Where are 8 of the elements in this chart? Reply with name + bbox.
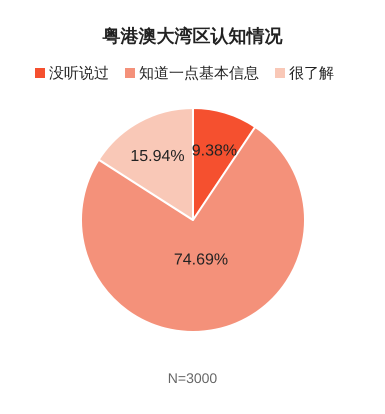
legend-label: 很了解 [289,65,334,82]
chart-title: 粤港澳大湾区认知情况 [102,26,284,46]
data-label: 15.94% [130,148,185,166]
data-label: 74.69% [174,251,228,268]
text: N=3000 [168,370,218,386]
legend-label: 没听说过 [49,65,109,82]
pie-slice [98,107,194,221]
legend-label: 知道一点基本信息 [139,65,259,82]
